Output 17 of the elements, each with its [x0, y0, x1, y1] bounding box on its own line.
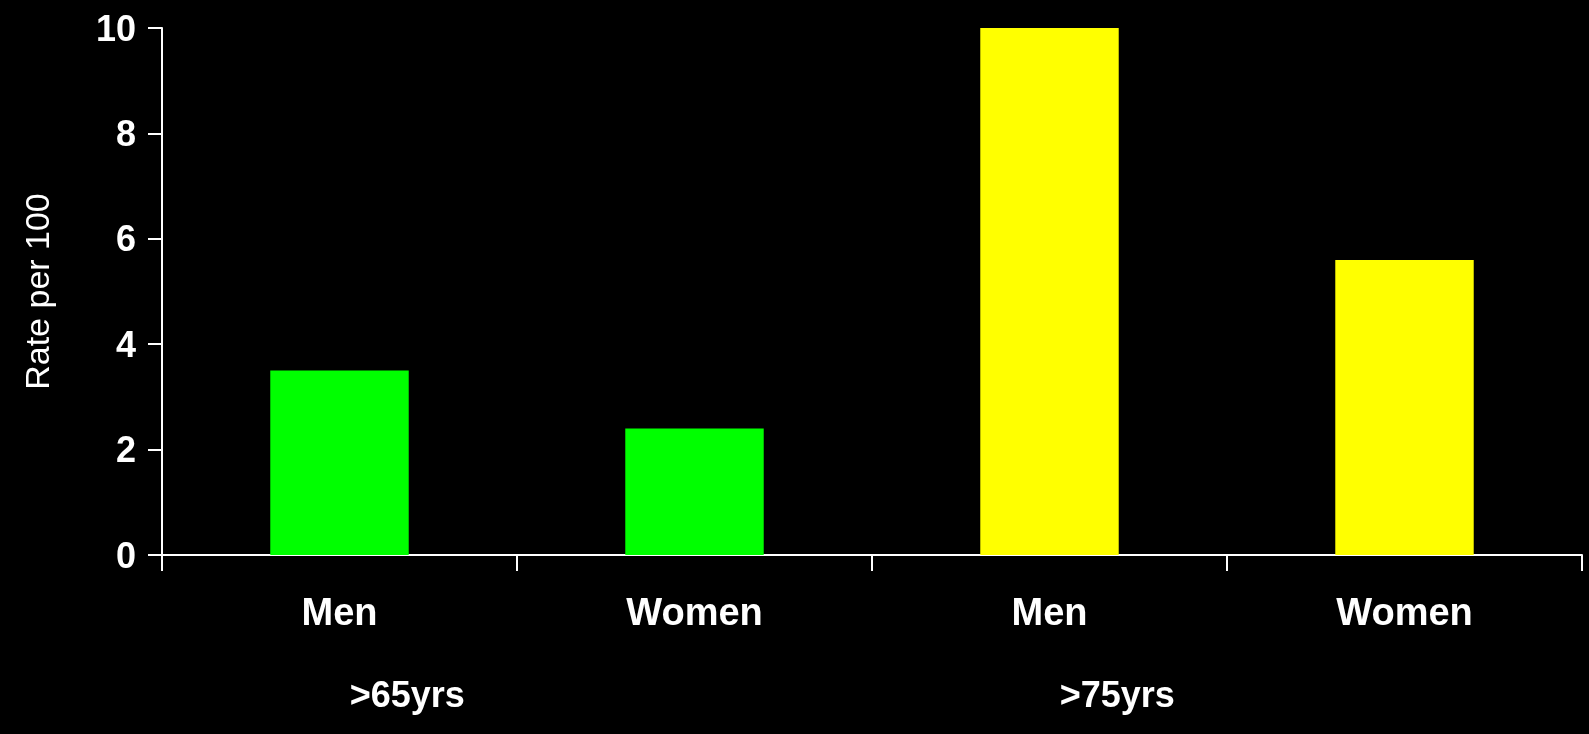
- bar: [1335, 259, 1474, 555]
- y-tick-label: 8: [115, 112, 136, 154]
- y-axis-title: Rate per 100: [18, 193, 56, 390]
- x-tick-label: Women: [626, 591, 763, 633]
- y-tick-label: 10: [95, 7, 136, 49]
- y-tick-label: 4: [115, 323, 136, 365]
- y-tick-label: 2: [115, 429, 136, 471]
- x-tick-label: Men: [1011, 591, 1088, 633]
- y-tick-label: 0: [115, 534, 136, 576]
- bar: [270, 370, 409, 555]
- text: >75yrs: [1059, 673, 1175, 715]
- bar: [625, 428, 764, 555]
- x-tick-label: Men: [301, 591, 378, 633]
- text: >65yrs: [349, 673, 465, 715]
- x-tick-label: Women: [1336, 591, 1473, 633]
- bar: [980, 28, 1119, 555]
- y-tick-label: 6: [115, 218, 136, 260]
